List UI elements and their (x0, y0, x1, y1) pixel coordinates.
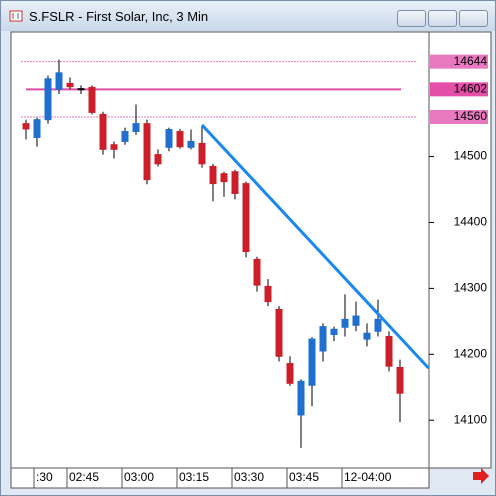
candle-body (374, 318, 382, 332)
close-button[interactable] (459, 10, 488, 27)
y-tick-label: 14400 (454, 215, 488, 229)
y-tick-label: 14300 (454, 281, 488, 295)
scroll-arrow[interactable] (473, 468, 489, 484)
candle-body (220, 173, 228, 183)
time-axis (10, 467, 430, 489)
candle-body (187, 140, 195, 148)
candle-body (99, 113, 107, 150)
y-tick-label: 14100 (454, 412, 488, 426)
candle-body (176, 131, 184, 148)
chart: 14100 14200 14300 14400 14500 14644 14602 14560… (10, 31, 492, 489)
candle-body (88, 86, 96, 113)
candle-body (22, 123, 30, 130)
candle-body (275, 308, 283, 357)
candle-body (121, 131, 129, 142)
plot-area (10, 31, 430, 469)
x-tick-label: 03:00 (124, 470, 154, 484)
candle-body (264, 285, 272, 303)
price-level-tag (430, 110, 488, 125)
x-tick-label: :30 (36, 470, 53, 484)
candle-body (165, 129, 173, 148)
candle-body (308, 338, 316, 386)
price-axis (428, 31, 492, 469)
candle-body (396, 366, 404, 394)
candle-body (66, 82, 74, 88)
candle-body (363, 332, 371, 340)
x-tick-label: 03:15 (179, 470, 209, 484)
maximize-button[interactable] (428, 10, 457, 27)
price-level-label: 14560 (454, 109, 488, 123)
trendline (200, 123, 430, 370)
x-tick-label: 02:45 (69, 470, 99, 484)
x-tick-label: 12-04:00 (344, 470, 392, 484)
y-tick-label: 14500 (454, 149, 488, 163)
candle-body (132, 123, 140, 133)
candle-body (231, 171, 239, 194)
price-level-tag (430, 82, 488, 97)
app-icon (9, 10, 23, 22)
candle-body (55, 72, 63, 90)
candle-body (385, 336, 393, 367)
candle-body (44, 78, 52, 121)
candle-body (242, 183, 250, 252)
candle-body (297, 380, 305, 416)
price-level-label: 14644 (454, 54, 488, 68)
y-tick-label: 14200 (454, 346, 488, 360)
candle-body (77, 88, 85, 91)
candle-body (209, 165, 217, 185)
candle-body (154, 154, 162, 165)
title-bar: S.FSLR - First Solar, Inc, 3 Min (1, 1, 495, 31)
candle-body (286, 363, 294, 384)
candle-body (352, 315, 360, 326)
candle-body (341, 318, 349, 328)
price-level-tag (430, 54, 488, 69)
minimize-button[interactable] (397, 10, 426, 27)
x-tick-label: 03:45 (289, 470, 319, 484)
candle-body (330, 328, 338, 336)
candle-body (198, 142, 206, 165)
x-tick-label: 03:30 (234, 470, 264, 484)
price-level-label: 14602 (454, 82, 488, 96)
candle-body (319, 326, 327, 352)
candle-body (253, 258, 261, 286)
candle-body (33, 119, 41, 138)
candle-body (110, 144, 118, 150)
window-title: S.FSLR - First Solar, Inc, 3 Min (29, 9, 209, 24)
candle-body (143, 123, 151, 181)
